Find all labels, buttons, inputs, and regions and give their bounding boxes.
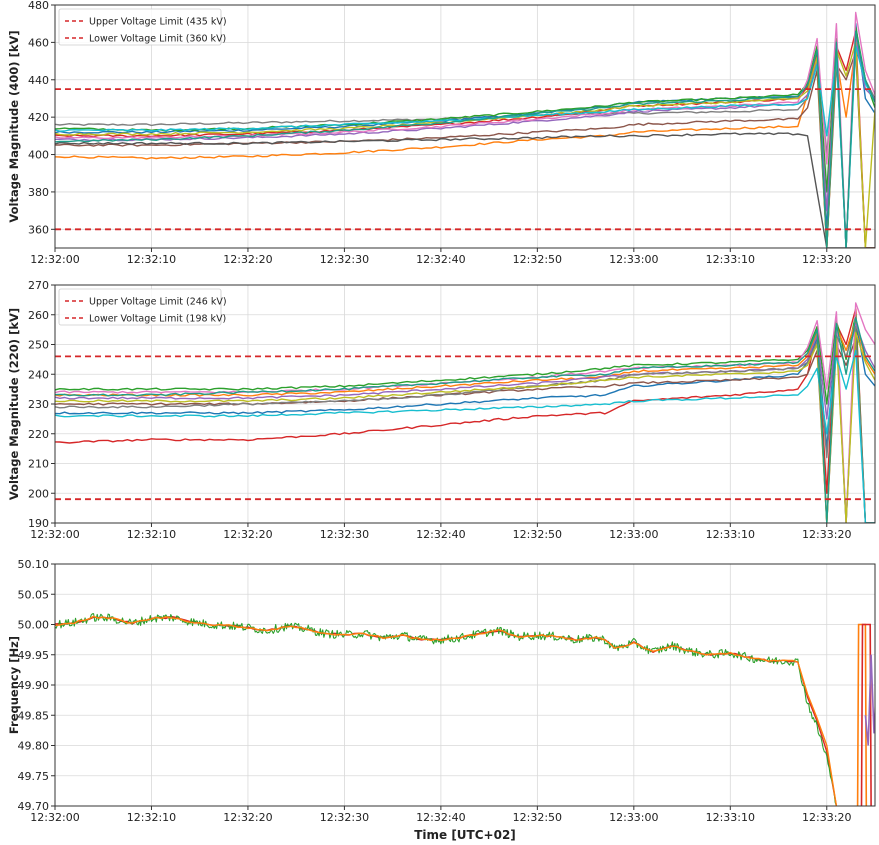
y-tick-label: 50.00 xyxy=(18,619,50,632)
y-tick-label: 190 xyxy=(28,517,49,530)
y-tick-label: 49.95 xyxy=(18,649,50,662)
series-line-2 xyxy=(55,613,837,806)
plot-frame xyxy=(54,4,876,249)
x-tick-label: 12:32:30 xyxy=(320,528,369,541)
x-tick-label: 12:32:50 xyxy=(513,811,562,824)
y-tick-label: 380 xyxy=(28,186,49,199)
series-line-3 xyxy=(55,314,875,523)
y-axis-label: Frequency [Hz] xyxy=(7,636,21,734)
y-tick-label: 49.75 xyxy=(18,770,50,783)
x-tick-label: 12:32:00 xyxy=(30,811,79,824)
series-line-12 xyxy=(55,30,875,248)
x-tick-label: 12:33:20 xyxy=(802,528,851,541)
x-tick-label: 12:32:50 xyxy=(513,253,562,266)
series-line-8 xyxy=(55,325,875,523)
series-line-11 xyxy=(55,132,875,248)
x-tick-label: 12:32:40 xyxy=(416,811,465,824)
x-tick-label: 12:32:10 xyxy=(127,811,176,824)
x-tick-label: 12:33:20 xyxy=(802,811,851,824)
series-line-3 xyxy=(55,615,838,806)
y-tick-label: 49.90 xyxy=(18,679,50,692)
x-axis-label: Time [UTC+02] xyxy=(414,828,516,842)
series-line-10 xyxy=(55,349,875,523)
y-tick-label: 260 xyxy=(28,309,49,322)
tail-segment-2 xyxy=(860,623,872,806)
series-line-3 xyxy=(55,45,875,248)
tail-segment-3 xyxy=(864,654,875,746)
y-tick-label: 480 xyxy=(28,0,49,12)
x-tick-label: 12:32:30 xyxy=(320,253,369,266)
y-tick-label: 230 xyxy=(28,398,49,411)
y-tick-label: 49.80 xyxy=(18,740,50,753)
y-tick-label: 240 xyxy=(28,368,49,381)
y-tick-label: 50.10 xyxy=(18,558,50,571)
series-line-6 xyxy=(55,337,875,523)
series-line-7 xyxy=(55,51,875,248)
chart-panel-3: 49.70 49.75 49.80 49.85 49.90 49.95 50.00 50.05… xyxy=(7,558,876,842)
x-tick-label: 12:32:20 xyxy=(223,811,272,824)
x-tick-label: 12:32:10 xyxy=(127,253,176,266)
series-line-1 xyxy=(55,308,875,523)
x-tick-label: 12:33:10 xyxy=(706,811,755,824)
chart-panel-1: 360 380 400 420 440 460 480 12:32:00 12:32:10 12:… xyxy=(7,0,876,266)
y-tick-label: 460 xyxy=(28,36,49,49)
y-tick-label: 49.70 xyxy=(18,800,50,813)
series-line-8 xyxy=(55,11,875,248)
y-tick-label: 400 xyxy=(28,149,49,162)
y-tick-label: 360 xyxy=(28,223,49,236)
series-group xyxy=(55,11,875,248)
y-tick-label: 200 xyxy=(28,487,49,500)
x-tick-label: 12:32:20 xyxy=(223,253,272,266)
x-tick-label: 12:33:00 xyxy=(609,528,658,541)
x-tick-label: 12:32:00 xyxy=(30,253,79,266)
y-tick-label: 250 xyxy=(28,339,49,352)
chart-panel-2: 190 200 210 220 230 240 250 260 270 12:32:00 12:32… xyxy=(7,279,876,541)
series-line-7 xyxy=(55,302,875,523)
series-line-1 xyxy=(55,615,838,806)
y-tick-label: 420 xyxy=(28,111,49,124)
x-tick-label: 12:32:40 xyxy=(416,528,465,541)
series-line-1 xyxy=(55,37,875,248)
legend-entry: Upper Voltage Limit (246 kV) xyxy=(89,297,227,308)
legend-entry: Lower Voltage Limit (360 kV) xyxy=(89,34,226,45)
y-tick-label: 220 xyxy=(28,428,49,441)
series-group xyxy=(55,302,875,523)
x-tick-label: 12:33:10 xyxy=(706,253,755,266)
x-tick-label: 12:32:10 xyxy=(127,528,176,541)
x-tick-label: 12:32:40 xyxy=(416,253,465,266)
series-group xyxy=(55,613,875,806)
y-tick-label: 50.05 xyxy=(18,588,50,601)
y-tick-label: 440 xyxy=(28,74,49,87)
series-line-4 xyxy=(55,320,875,523)
y-tick-label: 49.85 xyxy=(18,709,50,722)
x-tick-label: 12:32:00 xyxy=(30,528,79,541)
x-tick-label: 12:33:00 xyxy=(609,253,658,266)
x-tick-label: 12:33:10 xyxy=(706,528,755,541)
series-line-9 xyxy=(55,331,875,523)
grid xyxy=(54,563,875,807)
tail-segment-1 xyxy=(856,623,868,806)
y-axis-label: Voltage Magnitude (220) [kV] xyxy=(7,308,21,500)
y-axis-label: Voltage Magnitude (400) [kV] xyxy=(7,30,21,222)
x-tick-label: 12:33:20 xyxy=(802,253,851,266)
x-tick-label: 12:32:20 xyxy=(223,528,272,541)
x-tick-label: 12:32:50 xyxy=(513,528,562,541)
series-line-10 xyxy=(55,45,875,248)
series-line-11 xyxy=(55,317,875,523)
legend-entry: Lower Voltage Limit (198 kV) xyxy=(89,314,226,325)
legend: Upper Voltage Limit (435 kV) Lower Voltag… xyxy=(58,8,227,46)
legend-entry: Upper Voltage Limit (435 kV) xyxy=(89,17,227,28)
y-tick-label: 270 xyxy=(28,279,49,292)
x-tick-label: 12:32:30 xyxy=(320,811,369,824)
x-tick-label: 12:33:00 xyxy=(609,811,658,824)
legend: Upper Voltage Limit (246 kV) Lower Voltag… xyxy=(58,288,227,326)
y-tick-label: 210 xyxy=(28,458,49,471)
